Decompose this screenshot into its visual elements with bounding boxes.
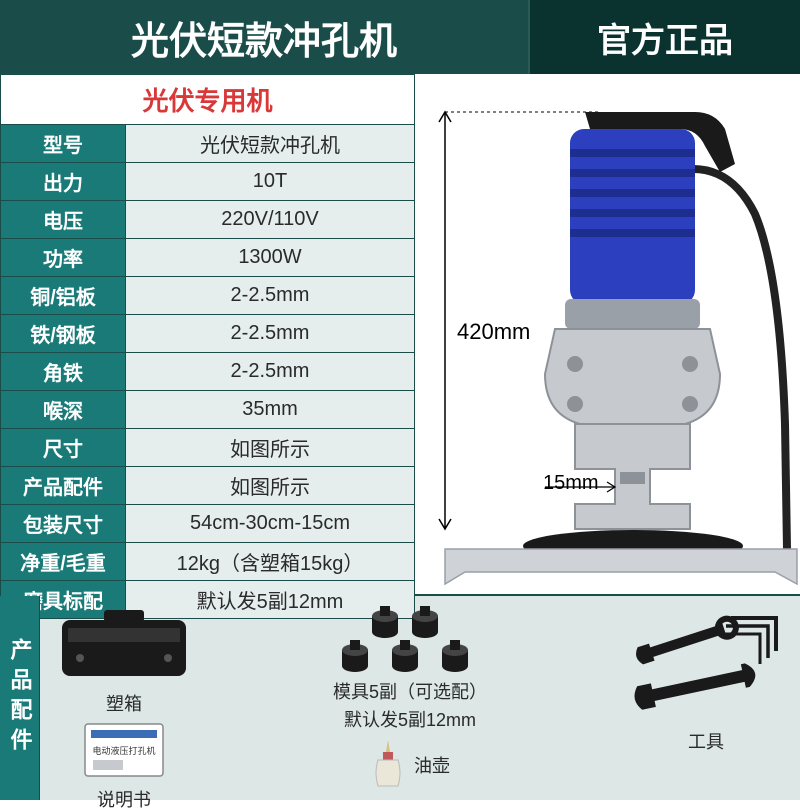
spec-label: 铁/钢板 [1, 315, 126, 353]
accessories-panel: 产品配件 塑箱 电动液压打孔机 说明书 [0, 594, 800, 800]
product-title: 光伏短款冲孔机 [0, 0, 530, 74]
accessory-molds-oil: 模具5副（可选配） 默认发5副12mm 油壶 [234, 606, 586, 790]
accessories-content: 塑箱 电动液压打孔机 说明书 模具5副（ [40, 596, 800, 800]
spec-value: 2-2.5mm [126, 277, 415, 315]
spec-value: 光伏短款冲孔机 [126, 125, 415, 163]
spec-row: 喉深35mm [1, 391, 415, 429]
spec-value: 54cm-30cm-15cm [126, 505, 415, 543]
spec-label: 电压 [1, 201, 126, 239]
header: 光伏短款冲孔机 官方正品 [0, 0, 800, 74]
spec-table: 型号光伏短款冲孔机出力10T电压220V/110V功率1300W铜/铝板2-2.… [0, 124, 415, 619]
official-badge: 官方正品 [530, 0, 800, 74]
molds-caption-2: 默认发5副12mm [344, 706, 476, 732]
spec-label: 净重/毛重 [1, 543, 126, 581]
spec-value: 35mm [126, 391, 415, 429]
spec-section-title: 光伏专用机 [0, 74, 415, 124]
molds-caption-1: 模具5副（可选配） [333, 678, 487, 704]
oil-bottle-icon [370, 738, 406, 790]
spec-section: 光伏专用机 型号光伏短款冲孔机出力10T电压220V/110V功率1300W铜/… [0, 74, 415, 594]
molds-icon [300, 606, 520, 676]
spec-label: 铜/铝板 [1, 277, 126, 315]
spec-row: 铜/铝板2-2.5mm [1, 277, 415, 315]
spec-row: 尺寸如图所示 [1, 429, 415, 467]
spec-row: 功率1300W [1, 239, 415, 277]
spec-label: 尺寸 [1, 429, 126, 467]
spec-label: 角铁 [1, 353, 126, 391]
spec-row: 包装尺寸54cm-30cm-15cm [1, 505, 415, 543]
dimension-throat: 15mm [543, 472, 599, 495]
spec-row: 型号光伏短款冲孔机 [1, 125, 415, 163]
dimension-height: 420mm [457, 319, 530, 345]
spec-value: 2-2.5mm [126, 315, 415, 353]
spec-value: 12kg（含塑箱15kg） [126, 543, 415, 581]
spec-value: 220V/110V [126, 201, 415, 239]
spec-label: 产品配件 [1, 467, 126, 505]
spec-row: 铁/钢板2-2.5mm [1, 315, 415, 353]
spec-row: 产品配件如图所示 [1, 467, 415, 505]
spec-label: 出力 [1, 163, 126, 201]
spec-value: 1300W [126, 239, 415, 277]
accessories-side-label: 产品配件 [0, 596, 40, 800]
product-image: 420mm 15mm [415, 74, 800, 594]
manual-icon: 电动液压打孔机 [79, 720, 169, 780]
case-icon [54, 606, 194, 684]
spec-row: 净重/毛重12kg（含塑箱15kg） [1, 543, 415, 581]
spec-value: 10T [126, 163, 415, 201]
tools-icon [626, 606, 786, 726]
spec-value: 如图所示 [126, 429, 415, 467]
svg-text:电动液压打孔机: 电动液压打孔机 [92, 745, 155, 756]
accessory-tools: 工具 [626, 606, 786, 754]
spec-label: 喉深 [1, 391, 126, 429]
spec-row: 电压220V/110V [1, 201, 415, 239]
manual-caption: 说明书 [97, 786, 151, 812]
spec-row: 出力10T [1, 163, 415, 201]
spec-label: 功率 [1, 239, 126, 277]
spec-value: 2-2.5mm [126, 353, 415, 391]
spec-row: 角铁2-2.5mm [1, 353, 415, 391]
oil-caption: 油壶 [414, 752, 450, 778]
spec-value: 如图所示 [126, 467, 415, 505]
main-content: 光伏专用机 型号光伏短款冲孔机出力10T电压220V/110V功率1300W铜/… [0, 74, 800, 594]
tools-caption: 工具 [688, 728, 724, 754]
accessory-case-manual: 塑箱 电动液压打孔机 说明书 [54, 606, 194, 812]
case-caption: 塑箱 [106, 690, 142, 716]
spec-label: 包装尺寸 [1, 505, 126, 543]
spec-label: 型号 [1, 125, 126, 163]
